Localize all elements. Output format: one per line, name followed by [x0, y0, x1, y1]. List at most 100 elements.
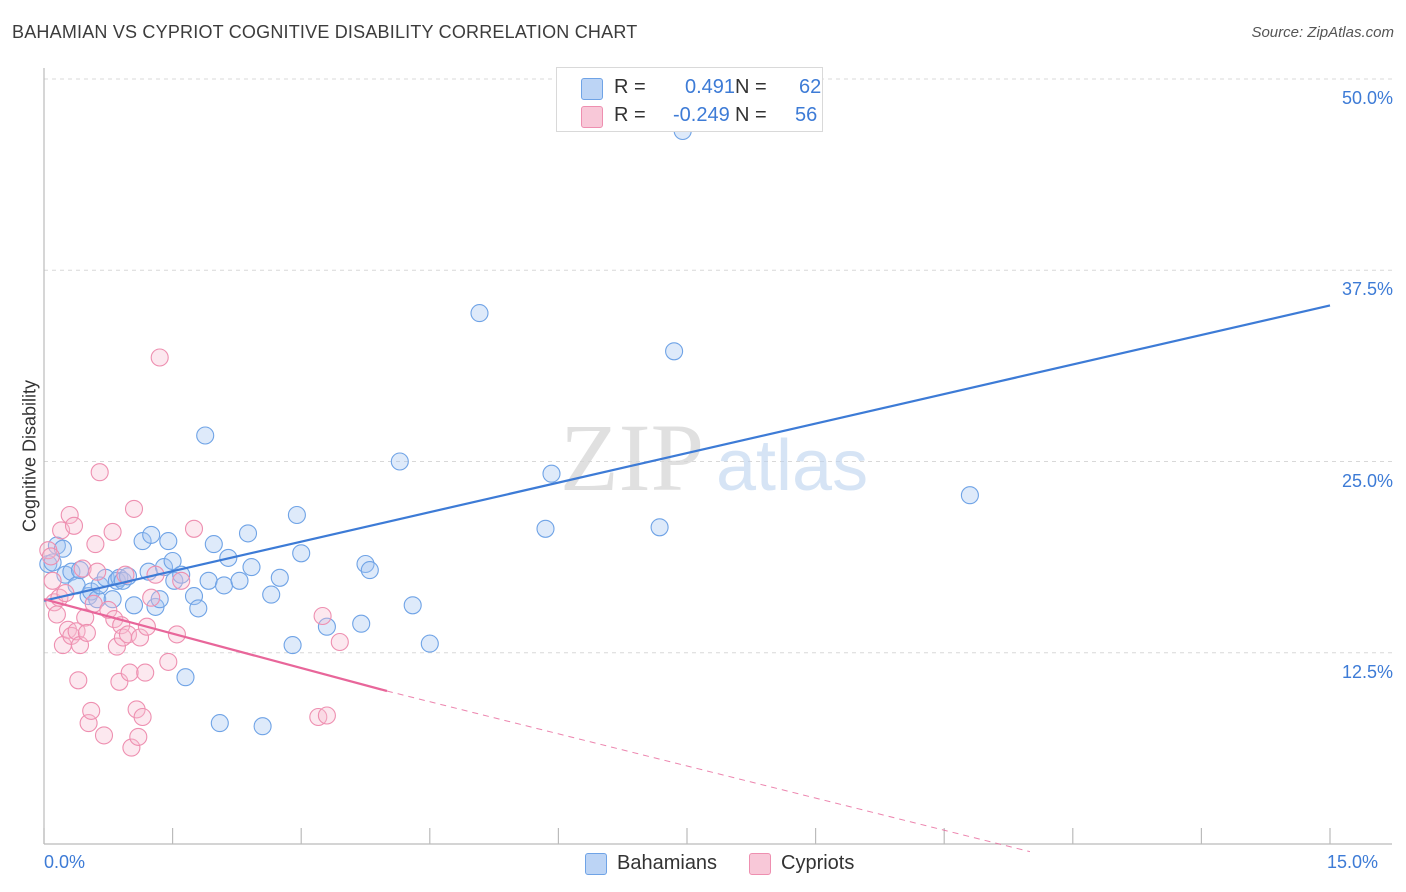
legend-r-value: -0.249 [673, 104, 730, 126]
bahamian-point [210, 714, 229, 733]
cypriot-trend-extension [386, 690, 1031, 853]
cypriot-point [130, 628, 150, 647]
bahamian-point [196, 426, 215, 445]
grid-lines [44, 78, 1392, 654]
bahamian-point [542, 464, 561, 483]
cypriot-point [90, 463, 109, 482]
cypriot-point [313, 606, 332, 626]
bahamian-point [420, 634, 439, 653]
legend-r-label: R = [614, 104, 646, 126]
cypriot-point [330, 632, 349, 652]
cypriot-point [172, 571, 191, 590]
y-tick-label: 37.5% [1341, 279, 1393, 300]
legend-r-label: R = [614, 76, 646, 98]
cypriot-point [150, 348, 169, 367]
bahamian-point [189, 599, 208, 618]
bahamian-point [103, 590, 122, 609]
cypriot-point [47, 605, 66, 624]
bahamian-point [292, 544, 311, 563]
source-label: Source: ZipAtlas.com [1251, 24, 1394, 41]
legend-swatch-pink [581, 106, 603, 128]
bahamian-point [317, 617, 336, 636]
correlation-legend: R = 0.491 N = 62 R = -0.249 N = 56 [556, 67, 823, 132]
cypriot-point [94, 726, 114, 745]
x-tick-max: 15.0% [1327, 852, 1379, 872]
legend-label-cypriots: Cypriots [781, 852, 855, 874]
bahamian-point [159, 532, 178, 551]
bahamian-point [253, 717, 272, 736]
bahamian-point [352, 614, 371, 633]
cypriot-point [184, 519, 204, 538]
legend-r-value: 0.491 [685, 76, 736, 98]
watermark: ZIP atlas [560, 404, 868, 511]
bahamian-point [176, 668, 195, 687]
cypriot-point [82, 701, 101, 720]
cypriot-point [159, 652, 178, 671]
cypriot-point [41, 547, 60, 566]
cypriot-point [88, 562, 107, 581]
legend-swatch-blue [581, 78, 603, 100]
legend-n-label: N = [735, 104, 767, 126]
cypriot-point [133, 707, 152, 727]
bahamian-point [214, 576, 234, 595]
bahamian-point [390, 452, 409, 471]
cypriot-point [136, 663, 155, 682]
cypriot-point [69, 671, 88, 690]
bahamian-point [165, 571, 184, 590]
watermark-zip: ZIP [560, 404, 704, 511]
cypriot-point [118, 625, 138, 644]
bahamian-point [238, 524, 258, 543]
bahamian-point [230, 571, 249, 590]
watermark-atlas: atlas [716, 426, 868, 506]
bahamian-point [960, 486, 979, 505]
y-tick-label: 50.0% [1341, 88, 1393, 108]
axes [43, 68, 1392, 845]
bahamian-point [270, 568, 289, 587]
bahamian-point [204, 535, 223, 554]
bahamian-point [470, 304, 489, 323]
cypriot-trend-line [43, 598, 388, 693]
cypriot-point [107, 637, 126, 656]
cypriot-point [86, 535, 105, 554]
bahamian-point [403, 596, 422, 615]
bahamian-point [665, 342, 684, 361]
bahamian-point [124, 596, 144, 615]
cypriot-point [142, 588, 161, 607]
bahamian-point [650, 518, 669, 537]
cypriot-point [103, 522, 122, 541]
cypriot-point [124, 499, 144, 518]
cypriot-point [129, 727, 148, 746]
cypriot-point [56, 584, 75, 603]
bahamian-point [262, 585, 281, 604]
bahamian-point [199, 571, 218, 590]
bahamian-point [287, 505, 306, 525]
cypriot-point [60, 505, 79, 525]
bahamian-point [142, 525, 161, 544]
legend-n-label: N = [735, 76, 767, 98]
bahamian-point [536, 519, 555, 538]
chart-title: BAHAMIAN VS CYPRIOT COGNITIVE DISABILITY… [12, 22, 638, 42]
bahamian-trend-line [43, 304, 1331, 602]
cypriot-point [73, 559, 92, 578]
cypriot-point [77, 623, 96, 642]
legend-swatch-pink [749, 853, 771, 875]
y-tick-label: 25.0% [1341, 470, 1393, 491]
bahamian-point [242, 558, 261, 577]
cypriot-point [64, 516, 84, 535]
cypriot-point [43, 571, 62, 590]
bahamian-point [283, 636, 302, 655]
trend-lines [43, 304, 1331, 853]
bahamian-point [163, 551, 182, 571]
legend-n-value: 56 [795, 104, 818, 126]
cypriot-point [120, 663, 139, 682]
cypriot-point [122, 738, 141, 757]
cypriot-point [110, 672, 129, 691]
x-tick-min: 0.0% [44, 852, 86, 872]
legend-swatch-blue [585, 853, 607, 875]
cypriot-point [116, 565, 135, 584]
cypriot-point [317, 706, 336, 725]
legend-n-value: 62 [799, 76, 822, 98]
y-tick-label: 12.5% [1341, 661, 1393, 682]
legend-label-bahamians: Bahamians [617, 852, 718, 874]
